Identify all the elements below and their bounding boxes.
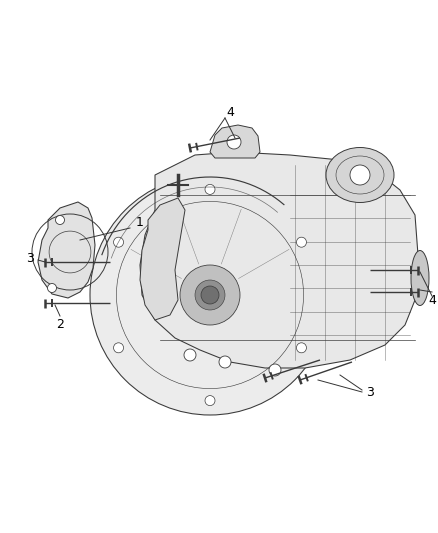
Circle shape [113, 237, 124, 247]
Circle shape [113, 343, 124, 353]
Text: 4: 4 [428, 294, 436, 306]
Circle shape [205, 395, 215, 406]
Circle shape [350, 165, 370, 185]
Polygon shape [38, 202, 95, 298]
Circle shape [47, 284, 57, 293]
Circle shape [269, 364, 281, 376]
Polygon shape [140, 152, 418, 368]
Circle shape [56, 215, 64, 224]
Circle shape [195, 280, 225, 310]
Text: 3: 3 [26, 252, 34, 264]
Circle shape [297, 237, 307, 247]
Text: 1: 1 [136, 215, 144, 229]
Circle shape [180, 265, 240, 325]
Text: 3: 3 [366, 385, 374, 399]
Circle shape [219, 356, 231, 368]
Text: 2: 2 [56, 319, 64, 332]
Circle shape [201, 286, 219, 304]
Polygon shape [140, 198, 185, 320]
Ellipse shape [326, 148, 394, 203]
Polygon shape [210, 125, 260, 158]
Text: 4: 4 [226, 106, 234, 118]
Circle shape [227, 135, 241, 149]
Ellipse shape [411, 251, 429, 305]
Circle shape [184, 349, 196, 361]
Circle shape [90, 175, 330, 415]
Circle shape [205, 184, 215, 195]
Circle shape [297, 343, 307, 353]
